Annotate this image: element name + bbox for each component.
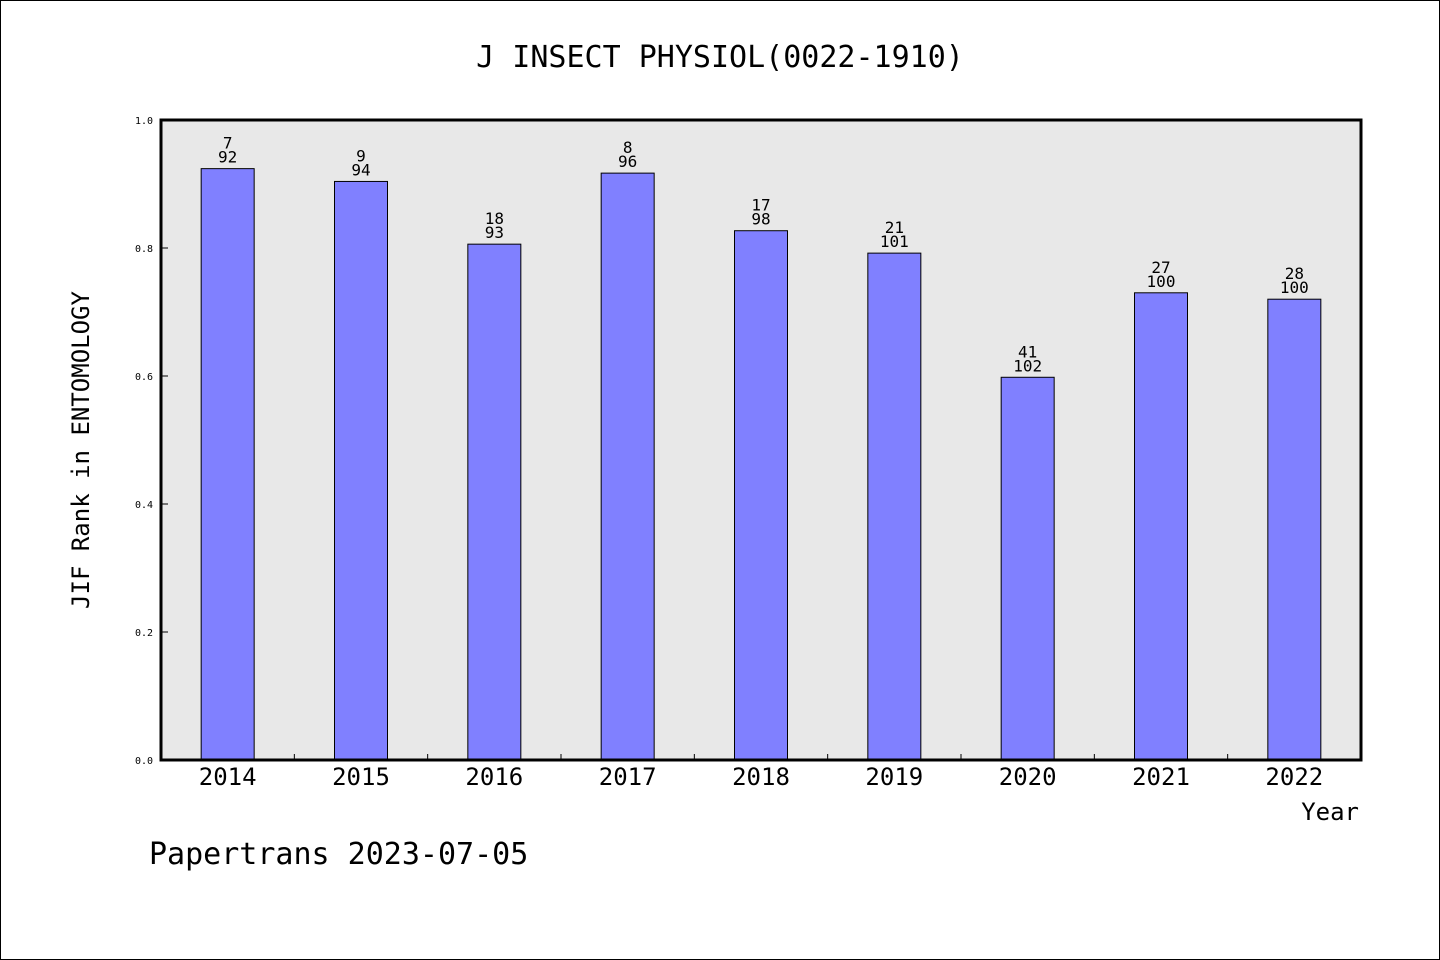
bar-rank-label: 9 [356, 146, 366, 165]
y-tick-label: 0.8 [135, 244, 153, 255]
bar-rank-label: 17 [751, 196, 770, 215]
x-tick-label: 2014 [199, 763, 257, 791]
bar-rank-label: 7 [223, 134, 233, 153]
bar-2014 [200, 168, 255, 761]
bar-2017 [600, 172, 655, 761]
bar-rank-label: 21 [885, 218, 904, 237]
x-axis-label: Year [1301, 798, 1359, 826]
bar-total-label: 93 [485, 223, 504, 242]
x-tick-labels: 2014 2015 2016 2017 2018 2019 2020 2021 2022 [199, 763, 1323, 791]
x-tick-label: 2019 [865, 763, 923, 791]
bar-total-label: 100 [1280, 278, 1309, 297]
x-tick-label: 2022 [1265, 763, 1323, 791]
bar-total-label: 94 [351, 160, 370, 179]
y-tick-label: 0.4 [135, 500, 153, 511]
bar-2021 [1134, 292, 1188, 761]
bar-2016 [467, 243, 522, 761]
y-tick-label: 0.6 [135, 372, 153, 383]
bar-2022 [1267, 298, 1322, 761]
bar-total-label: 96 [618, 152, 637, 171]
x-tick-label: 2017 [599, 763, 657, 791]
bar-series [200, 168, 1322, 761]
x-tick-label: 2021 [1132, 763, 1190, 791]
bar-rank-label: 18 [485, 209, 504, 228]
bar-rank-label: 27 [1151, 258, 1170, 277]
bar-total-label: 101 [880, 232, 909, 251]
y-tick-label: 1.0 [135, 116, 153, 127]
bar-2018 [734, 230, 788, 761]
bar-2019 [867, 252, 922, 761]
bar-rank-label: 8 [623, 138, 633, 157]
bar-total-label: 100 [1147, 272, 1176, 291]
bar-total-label: 102 [1013, 356, 1042, 375]
bar-2015 [334, 180, 388, 761]
bar-total-label: 92 [218, 148, 237, 167]
footer-text: Papertrans 2023-07-05 [149, 837, 528, 872]
bar-total-label: 98 [751, 210, 770, 229]
y-tick-label: 0.2 [135, 628, 153, 639]
x-tick-label: 2016 [465, 763, 523, 791]
chart-title: J INSECT PHYSIOL(0022-1910) [476, 40, 964, 75]
y-tick-label: 0.0 [135, 756, 153, 767]
plot-frame [159, 118, 1363, 762]
bar-rank-label: 41 [1018, 342, 1037, 361]
x-tick-label: 2020 [999, 763, 1057, 791]
bar-2020 [1000, 376, 1055, 761]
y-axis-label: JIF Rank in ENTOMOLOGY [67, 291, 95, 609]
bar-rank-label: 28 [1285, 264, 1304, 283]
x-tick-label: 2018 [732, 763, 790, 791]
x-tick-label: 2015 [332, 763, 390, 791]
